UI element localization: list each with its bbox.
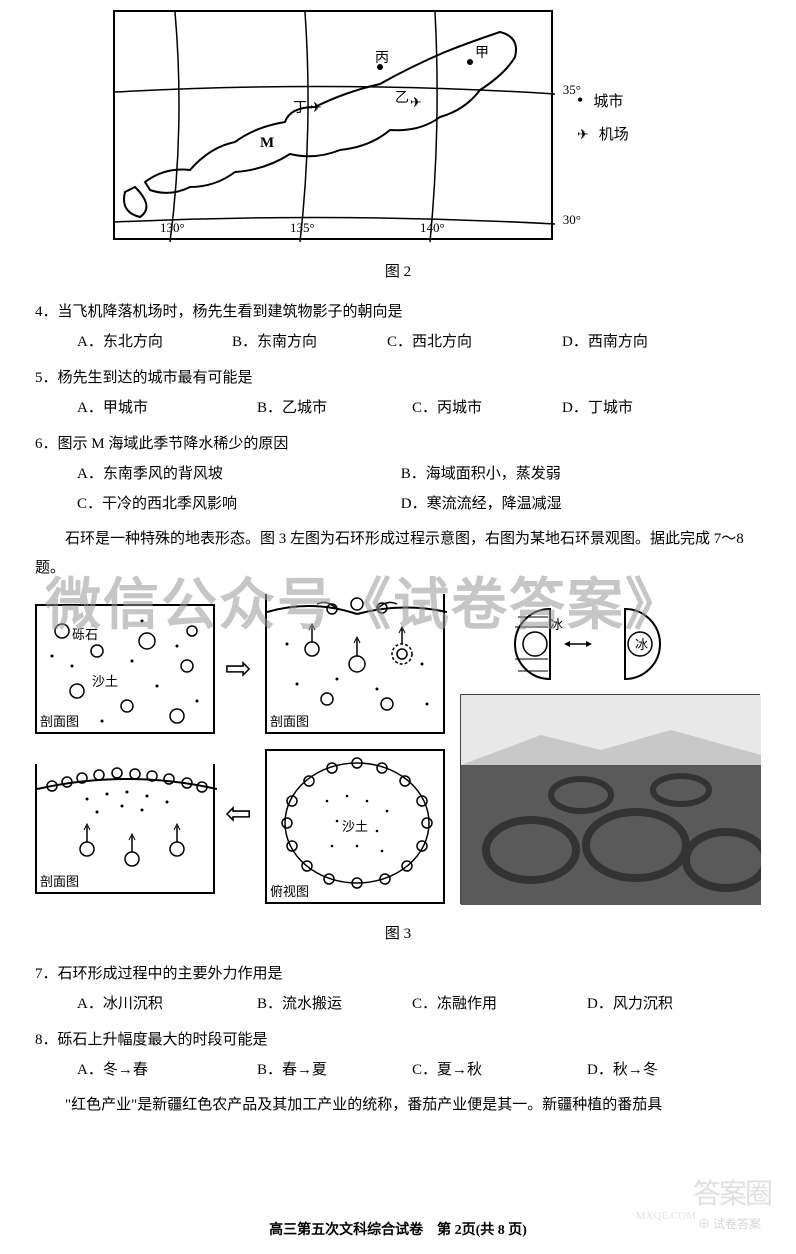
legend-city-label: 城市 — [593, 94, 623, 110]
map-legend: •城市 ✈ 机场 — [577, 90, 629, 156]
label-gravel: 砾石 — [72, 624, 98, 643]
stone-ring-photo — [460, 694, 760, 904]
figure3-diagram: 砾石 沙土 剖面图 ⇨ 剖面图 — [35, 594, 761, 914]
plane-icon: ✈ — [577, 128, 589, 143]
q5-D: D．丁城市 — [562, 393, 633, 423]
q8-D: D．秋→冬 — [587, 1055, 658, 1085]
legend-airport: ✈ 机场 — [577, 123, 629, 144]
q6-D: D．寒流流经，降温减湿 — [401, 489, 721, 519]
q7-stem: 7．石环形成过程中的主要外力作用是 — [57, 959, 761, 989]
passage-red-industry: "红色产业"是新疆红色农产品及其加工产业的统称，番茄产业便是其一。新疆种植的番茄… — [35, 1091, 761, 1120]
q4-D: D．西南方向 — [562, 327, 648, 357]
ice-diagram: 冰 冰 — [480, 599, 740, 689]
label-sand-2: 沙土 — [342, 816, 368, 835]
svg-text:✈: ✈ — [410, 96, 422, 111]
svg-text:冰: 冰 — [635, 637, 648, 652]
corner-watermark2: ⊕ 试卷答案 — [698, 1215, 761, 1232]
svg-text:丙: 丙 — [375, 51, 389, 66]
japan-map-svg: 甲 丙 ✈ 乙 ✈ 丁 M — [115, 12, 555, 242]
question-7: 7．石环形成过程中的主要外力作用是 A．冰川沉积 B．流水搬运 C．冻融作用 D… — [35, 959, 761, 1019]
svg-text:丁: 丁 — [293, 101, 307, 116]
q8-C: C．夏→秋 — [412, 1055, 587, 1085]
legend-city: •城市 — [577, 90, 629, 111]
corner-logo: MXQE.COM — [636, 1210, 696, 1222]
label-plan: 俯视图 — [270, 881, 309, 900]
q5-B: B．乙城市 — [257, 393, 412, 423]
q6-B: B．海域面积小，蒸发弱 — [401, 459, 721, 489]
corner-watermark: 答案圈 — [693, 1172, 771, 1212]
q5-A: A．甲城市 — [77, 393, 257, 423]
figure3-caption: 图 3 — [35, 922, 761, 943]
label-profile-2: 剖面图 — [270, 711, 309, 730]
q7-B: B．流水搬运 — [257, 989, 412, 1019]
figure2-caption: 图 2 — [35, 260, 761, 281]
lat-35: 35° — [563, 82, 581, 98]
lon-140: 140° — [420, 220, 445, 236]
q8-stem: 8．砾石上升幅度最大的时段可能是 — [57, 1025, 761, 1055]
question-8: 8．砾石上升幅度最大的时段可能是 A．冬→春 B．春→夏 C．夏→秋 D．秋→冬 — [35, 1025, 761, 1085]
q7-C: C．冻融作用 — [412, 989, 587, 1019]
map-box: 甲 丙 ✈ 乙 ✈ 丁 M 35° 30° 130° 135° 140° — [113, 10, 553, 240]
lat-30: 30° — [563, 212, 581, 228]
lon-135: 135° — [290, 220, 315, 236]
label-profile-3: 剖面图 — [40, 871, 79, 890]
lon-130: 130° — [160, 220, 185, 236]
q4-stem: 4．当飞机降落机场时，杨先生看到建筑物影子的朝向是 — [57, 297, 761, 327]
q8-B: B．春→夏 — [257, 1055, 412, 1085]
q6-A: A．东南季风的背风坡 — [77, 459, 397, 489]
question-5: 5．杨先生到达的城市最有可能是 A．甲城市 B．乙城市 C．丙城市 D．丁城市 — [35, 363, 761, 423]
diag-box-3: 剖面图 — [35, 764, 215, 894]
q8-A: A．冬→春 — [77, 1055, 257, 1085]
svg-text:甲: 甲 — [475, 46, 489, 61]
map-figure-2: 甲 丙 ✈ 乙 ✈ 丁 M 35° 30° 130° 135° 140° •城市… — [113, 10, 683, 250]
q7-A: A．冰川沉积 — [77, 989, 257, 1019]
question-6: 6．图示 M 海域此季节降水稀少的原因 A．东南季风的背风坡 B．海域面积小，蒸… — [35, 429, 761, 519]
q4-B: B．东南方向 — [232, 327, 387, 357]
q4-C: C．西北方向 — [387, 327, 562, 357]
q5-C: C．丙城市 — [412, 393, 562, 423]
label-sand: 沙土 — [92, 671, 118, 690]
q6-stem: 6．图示 M 海域此季节降水稀少的原因 — [57, 429, 761, 459]
question-4: 4．当飞机降落机场时，杨先生看到建筑物影子的朝向是 A．东北方向 B．东南方向 … — [35, 297, 761, 357]
arrow-icon-1: ⇨ — [225, 649, 252, 687]
q6-C: C．干冷的西北季风影响 — [77, 489, 397, 519]
diag-box-4: 沙土 俯视图 — [265, 749, 445, 904]
passage-stone-ring: 石环是一种特殊的地表形态。图 3 左图为石环形成过程示意图，右图为某地石环景观图… — [35, 525, 761, 582]
arrow-icon-2: ⇦ — [225, 794, 252, 832]
svg-text:✈: ✈ — [310, 101, 322, 116]
label-profile-1: 剖面图 — [40, 711, 79, 730]
q5-stem: 5．杨先生到达的城市最有可能是 — [57, 363, 761, 393]
diag-box-2: 剖面图 — [265, 594, 445, 734]
svg-text:M: M — [260, 135, 274, 151]
page-footer: 高三第五次文科综合试卷 第 2页(共 8 页) — [35, 1219, 761, 1239]
q7-D: D．风力沉积 — [587, 989, 673, 1019]
q4-A: A．东北方向 — [77, 327, 232, 357]
diag-box-1: 砾石 沙土 剖面图 — [35, 604, 215, 734]
legend-airport-label: 机场 — [599, 127, 629, 143]
svg-text:乙: 乙 — [395, 90, 409, 106]
svg-text:冰: 冰 — [550, 617, 563, 632]
